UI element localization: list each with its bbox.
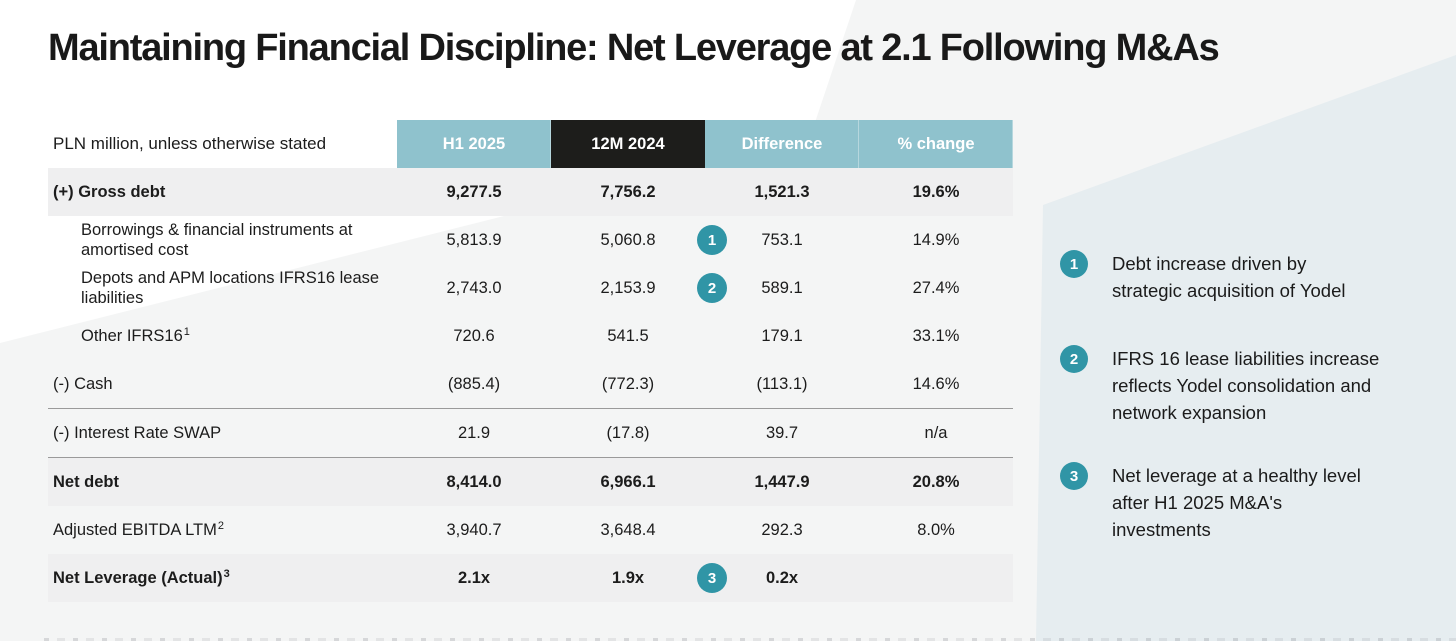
row-label: Adjusted EBITDA LTM2: [53, 519, 224, 539]
value-cell: 3,940.7: [446, 520, 502, 539]
value-cell: (772.3): [601, 374, 655, 393]
table-row: (-) Interest Rate SWAP 21.9 (17.8) 39.7 n/a: [48, 409, 1013, 458]
table-row: Other IFRS161 720.6 541.5 179.1 33.1%: [48, 312, 1013, 360]
value-cell: 2,153.9: [600, 278, 656, 297]
callout-badge-2: 2: [697, 273, 727, 303]
table-row: Net debt 8,414.0 6,966.1 1,447.9 20.8%: [48, 458, 1013, 506]
table-row: (-) Cash (885.4) (772.3) (113.1) 14.6%: [48, 360, 1013, 409]
value-cell: 7,756.2: [600, 182, 656, 201]
row-label: Other IFRS161: [81, 325, 190, 345]
column-header-12m-2024: 12M 2024: [551, 120, 705, 168]
value-cell: 39.7: [765, 423, 799, 442]
value-cell: 179.1: [761, 326, 803, 345]
value-cell: 3 0.2x: [697, 554, 859, 602]
value-cell: 5,813.9: [446, 230, 502, 249]
column-header-percent-change: % change: [859, 120, 1013, 168]
value-cell: 20.8%: [912, 472, 960, 491]
annotation-text: Net leverage at a healthy level after H1…: [1112, 465, 1361, 540]
value-cell: 9,277.5: [446, 182, 502, 201]
footnote-marker: 3: [223, 567, 230, 580]
value-cell: 2.1x: [457, 568, 491, 587]
row-label: Net debt: [53, 473, 119, 491]
callout-badge-3: 3: [697, 563, 727, 593]
table-row: Adjusted EBITDA LTM2 3,940.7 3,648.4 292.3 8…: [48, 506, 1013, 554]
value-cell: 14.9%: [912, 230, 960, 249]
bg-clipped-footnotes: [44, 638, 1456, 641]
annotation-2: 2 IFRS 16 lease liabilities increase refl…: [1060, 345, 1412, 426]
value-cell: (113.1): [756, 374, 808, 393]
value-cell: (885.4): [447, 374, 501, 393]
value-cell: 8,414.0: [446, 472, 502, 491]
row-label: Net Leverage (Actual)3: [53, 567, 230, 587]
financial-table: PLN million, unless otherwise stated H1 …: [48, 120, 1013, 602]
value-cell: 1,447.9: [754, 472, 810, 491]
value-cell: 1.9x: [611, 568, 645, 587]
table-row: (+) Gross debt 9,277.5 7,756.2 1,521.3 19.6%: [48, 168, 1013, 216]
value-cell: 2 589.1: [697, 264, 859, 312]
annotation-text: IFRS 16 lease liabilities increase refle…: [1112, 348, 1380, 423]
annotation-3: 3 Net leverage at a healthy level after H…: [1060, 462, 1412, 543]
value-cell: 14.6%: [912, 374, 960, 393]
table-row: Depots and APM locations IFRS16 lease li…: [48, 264, 1013, 312]
table-row: Net Leverage (Actual)3 2.1x 1.9x 3 0.2x: [48, 554, 1013, 602]
annotation-number-badge-3: 3: [1060, 462, 1088, 490]
table-header-row: PLN million, unless otherwise stated H1 …: [48, 120, 1013, 168]
value-cell: 19.6%: [912, 182, 960, 201]
value-cell: n/a: [924, 423, 948, 442]
row-label: (+) Gross debt: [53, 183, 166, 201]
table-row: Borrowings & financial instruments at am…: [48, 216, 1013, 264]
value-cell: [859, 554, 1013, 602]
footnote-marker: 2: [217, 519, 224, 532]
annotation-number-badge-2: 2: [1060, 345, 1088, 373]
value-cell: 6,966.1: [600, 472, 656, 491]
row-label: Depots and APM locations IFRS16 lease li…: [81, 269, 380, 307]
value-cell: 720.6: [453, 326, 495, 345]
value-cell: 21.9: [457, 423, 491, 442]
row-label: (-) Interest Rate SWAP: [53, 424, 222, 442]
value-cell: 33.1%: [912, 326, 960, 345]
value-cell: 3,648.4: [600, 520, 656, 539]
value-cell: 541.5: [607, 326, 649, 345]
value-cell: 1 753.1: [697, 216, 859, 264]
value-cell: 1,521.3: [754, 182, 810, 201]
page-title: Maintaining Financial Discipline: Net Le…: [48, 27, 1220, 70]
annotation-text: Debt increase driven by strategic acquis…: [1112, 253, 1346, 301]
row-label: Borrowings & financial instruments at am…: [81, 221, 353, 259]
value-cell: (17.8): [606, 423, 650, 442]
row-label: (-) Cash: [53, 375, 113, 393]
column-header-difference: Difference: [705, 120, 859, 168]
callout-badge-1: 1: [697, 225, 727, 255]
table-units-note: PLN million, unless otherwise stated: [53, 134, 327, 153]
value-cell: 292.3: [761, 520, 803, 539]
column-header-h1-2025: H1 2025: [397, 120, 551, 168]
annotation-number-badge-1: 1: [1060, 250, 1088, 278]
footnote-marker: 1: [183, 325, 190, 338]
value-cell: 2,743.0: [446, 278, 502, 297]
value-cell: 27.4%: [912, 278, 960, 297]
value-cell: 5,060.8: [600, 230, 656, 249]
table-body: (+) Gross debt 9,277.5 7,756.2 1,521.3 19.6%…: [48, 168, 1013, 602]
annotation-1: 1 Debt increase driven by strategic acqui…: [1060, 250, 1412, 304]
value-cell: 8.0%: [917, 520, 955, 539]
